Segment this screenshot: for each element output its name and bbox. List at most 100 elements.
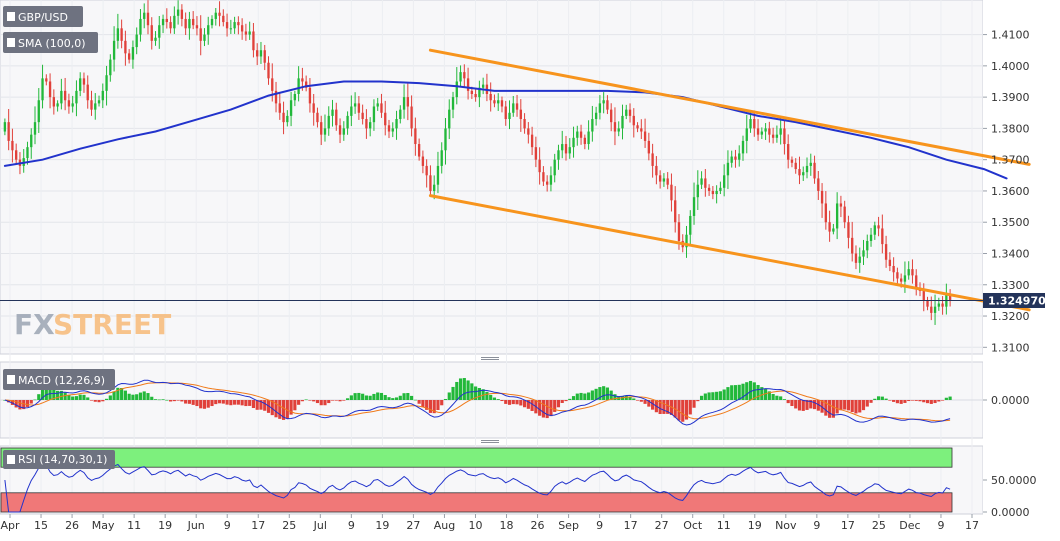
macd-histogram-bar bbox=[402, 393, 406, 400]
macd-histogram-bar bbox=[40, 388, 45, 400]
macd-histogram-bar bbox=[142, 391, 146, 400]
legend-gbpusd[interactable]: GBP/USD bbox=[3, 6, 83, 27]
macd-histogram-bar bbox=[602, 386, 606, 400]
macd-resize-handle[interactable] bbox=[478, 356, 502, 361]
candle-body bbox=[933, 306, 937, 313]
macd-histogram-bar bbox=[379, 392, 384, 400]
rsi-resize-handle[interactable] bbox=[478, 439, 502, 444]
macd-histogram-bar bbox=[217, 400, 222, 404]
candle-body bbox=[858, 256, 861, 263]
macd-histogram-bar bbox=[323, 400, 327, 406]
candle-body bbox=[225, 22, 229, 29]
time-tick-label: 25 bbox=[872, 519, 886, 532]
macd-histogram-bar bbox=[816, 400, 820, 411]
candle-body bbox=[561, 144, 564, 151]
candle-body bbox=[192, 18, 195, 26]
macd-plot bbox=[0, 378, 983, 426]
time-tick-label: 25 bbox=[282, 519, 296, 532]
price-tick-label: 1.4100 bbox=[991, 29, 1030, 42]
candlesticks bbox=[3, 0, 952, 325]
candle-body bbox=[395, 119, 398, 129]
rsi-tick-label: 50.0000 bbox=[991, 474, 1037, 487]
candle-body bbox=[625, 109, 628, 116]
legend-sma[interactable]: SMA (100,0) bbox=[3, 32, 98, 53]
candle-body bbox=[429, 175, 432, 191]
macd-histogram-bar bbox=[428, 400, 433, 413]
macd-histogram-bar bbox=[97, 400, 101, 403]
candle-body bbox=[414, 128, 417, 145]
candle-body bbox=[907, 269, 910, 276]
candle-body bbox=[237, 22, 240, 26]
candle-body bbox=[233, 22, 236, 29]
candle-body bbox=[56, 103, 59, 107]
candle-body bbox=[591, 119, 594, 132]
macd-histogram-bar bbox=[364, 395, 368, 400]
rsi-plot bbox=[4, 462, 951, 513]
candle-body bbox=[820, 190, 824, 204]
macd-histogram-bar bbox=[741, 383, 745, 400]
macd-histogram-bar bbox=[839, 400, 843, 411]
macd-histogram-bar bbox=[861, 400, 866, 411]
candle-body bbox=[576, 131, 579, 138]
macd-histogram-bar bbox=[504, 400, 508, 404]
candle-body bbox=[7, 122, 10, 141]
macd-histogram-bar bbox=[684, 400, 689, 420]
macd-histogram-bar bbox=[236, 400, 240, 405]
candle-body bbox=[256, 50, 259, 57]
candle-body bbox=[704, 178, 707, 188]
macd-histogram-bar bbox=[270, 400, 274, 416]
macd-histogram-bar bbox=[67, 395, 71, 400]
candle-body bbox=[553, 159, 556, 176]
macd-histogram-bar bbox=[846, 400, 851, 411]
candle-body bbox=[809, 162, 812, 166]
macd-histogram-bar bbox=[764, 388, 768, 400]
macd-histogram-bar bbox=[345, 398, 350, 400]
candle-body bbox=[515, 103, 519, 110]
macd-histogram-bar bbox=[899, 400, 903, 404]
candle-body bbox=[824, 203, 828, 223]
macd-histogram-bar bbox=[639, 400, 643, 402]
candle-body bbox=[173, 15, 176, 29]
macd-histogram-bar bbox=[82, 394, 86, 400]
candle-body bbox=[41, 78, 44, 101]
macd-histogram-bar bbox=[556, 400, 561, 408]
candle-body bbox=[606, 100, 609, 110]
candle-body bbox=[271, 78, 274, 91]
rsi-oversold-zone bbox=[0, 492, 953, 513]
macd-histogram-bar bbox=[406, 393, 410, 400]
macd-histogram-bar bbox=[199, 400, 203, 409]
candle-body bbox=[651, 153, 654, 166]
candle-body bbox=[327, 115, 330, 129]
macd-histogram-bar bbox=[571, 396, 576, 400]
candle-body bbox=[719, 187, 722, 191]
candle-body bbox=[289, 100, 293, 116]
macd-histogram-bar bbox=[248, 400, 252, 406]
macd-histogram-bar bbox=[888, 400, 892, 401]
candle-body bbox=[504, 106, 507, 120]
candle-body bbox=[301, 78, 304, 82]
candle-body bbox=[922, 291, 925, 301]
candle-body bbox=[252, 31, 255, 51]
legend-macd[interactable]: MACD (12,26,9) bbox=[3, 369, 115, 390]
macd-histogram-bar bbox=[782, 399, 787, 400]
candle-body bbox=[674, 200, 677, 223]
legend-rsi[interactable]: RSI (14,70,30,1) bbox=[3, 450, 115, 469]
candle-body bbox=[346, 115, 349, 129]
axis-labels: 1.4100 1.4000 1.3900 1.3800 1.3700 1.3600 1.35… bbox=[0, 29, 1036, 532]
candle-body bbox=[48, 81, 52, 98]
candle-body bbox=[685, 234, 688, 248]
macd-histogram-bar bbox=[703, 393, 707, 400]
macd-histogram-bar bbox=[711, 392, 715, 400]
candle-body bbox=[941, 303, 944, 307]
candle-body bbox=[478, 87, 481, 98]
candle-body bbox=[749, 119, 752, 129]
macd-histogram-bar bbox=[726, 387, 730, 400]
candle-body bbox=[444, 128, 447, 151]
macd-tick-label: 0.0000 bbox=[991, 394, 1030, 407]
candle-body bbox=[926, 300, 929, 307]
time-tick-label: 17 bbox=[965, 519, 979, 532]
time-tick-label: 15 bbox=[34, 519, 48, 532]
candle-body bbox=[357, 103, 361, 113]
time-tick-label: Sep bbox=[558, 519, 579, 532]
candle-body bbox=[169, 22, 172, 29]
